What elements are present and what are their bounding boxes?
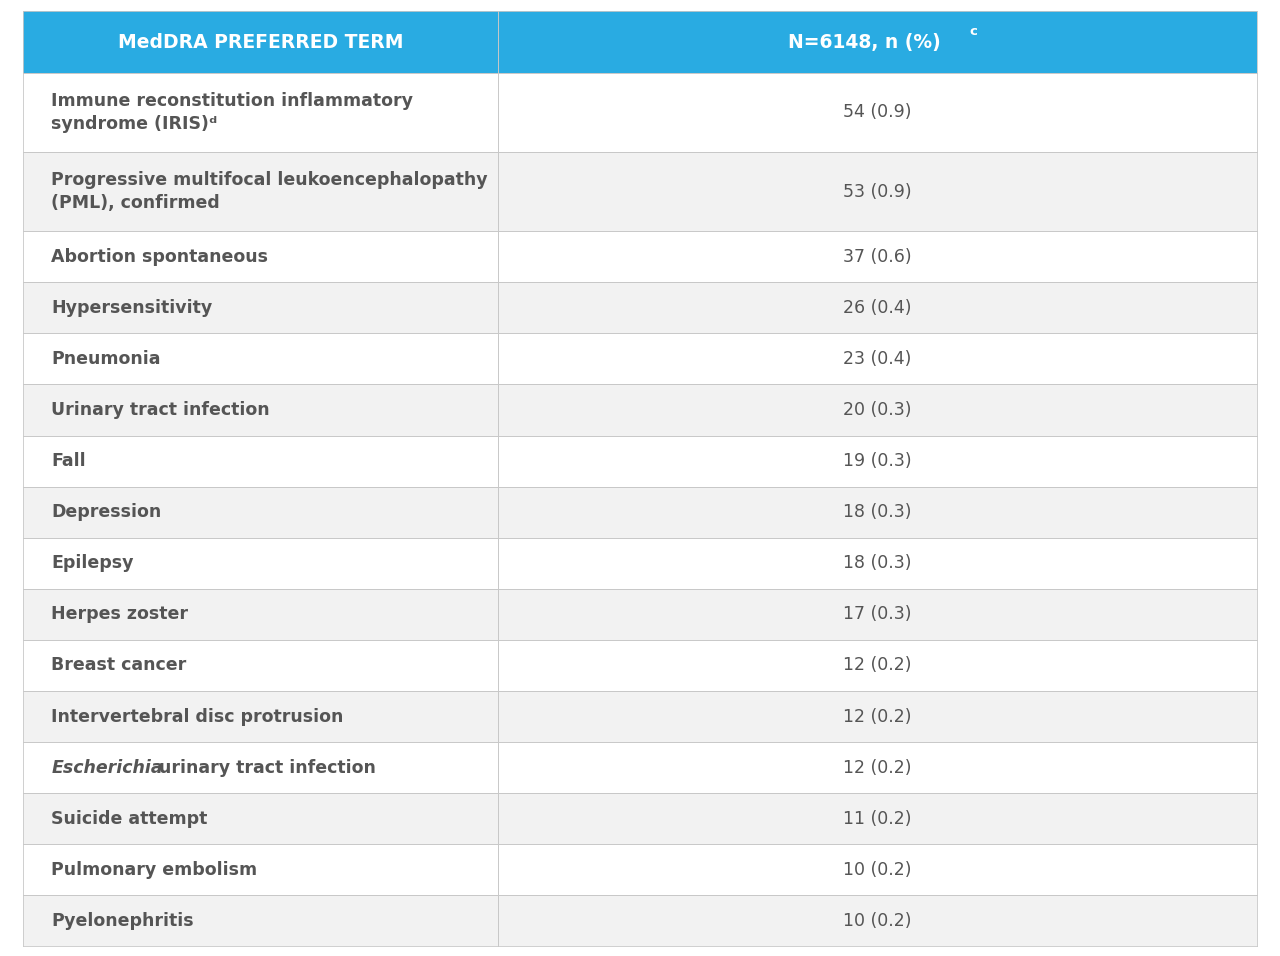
Bar xyxy=(498,231,1257,282)
Text: 10 (0.2): 10 (0.2) xyxy=(844,860,911,879)
Text: MedDRA PREFERRED TERM: MedDRA PREFERRED TERM xyxy=(118,33,403,52)
Text: 18 (0.3): 18 (0.3) xyxy=(844,554,911,573)
Bar xyxy=(23,844,498,896)
Bar xyxy=(498,282,1257,334)
Bar xyxy=(498,589,1257,640)
Text: Pyelonephritis: Pyelonephritis xyxy=(51,912,193,930)
Text: Hypersensitivity: Hypersensitivity xyxy=(51,299,212,316)
Bar xyxy=(23,436,498,487)
Bar xyxy=(23,487,498,537)
Text: 23 (0.4): 23 (0.4) xyxy=(844,350,911,368)
Text: Suicide attempt: Suicide attempt xyxy=(51,810,207,828)
Bar xyxy=(498,436,1257,487)
Bar xyxy=(498,73,1257,152)
Bar xyxy=(23,896,498,946)
Text: Progressive multifocal leukoencephalopathy
(PML), confirmed: Progressive multifocal leukoencephalopat… xyxy=(51,171,488,212)
Text: N=6148, n (%): N=6148, n (%) xyxy=(788,33,941,52)
Text: 54 (0.9): 54 (0.9) xyxy=(844,103,911,121)
Bar xyxy=(498,11,1257,73)
Bar xyxy=(498,334,1257,384)
Text: 12 (0.2): 12 (0.2) xyxy=(844,657,911,674)
Text: Urinary tract infection: Urinary tract infection xyxy=(51,401,270,419)
Bar xyxy=(498,896,1257,946)
Text: 26 (0.4): 26 (0.4) xyxy=(844,299,911,316)
Bar xyxy=(23,282,498,334)
Bar xyxy=(23,640,498,691)
Text: Depression: Depression xyxy=(51,503,161,521)
Text: Intervertebral disc protrusion: Intervertebral disc protrusion xyxy=(51,707,343,726)
Text: 37 (0.6): 37 (0.6) xyxy=(844,248,911,266)
Bar xyxy=(498,384,1257,436)
Bar xyxy=(23,152,498,231)
Text: 10 (0.2): 10 (0.2) xyxy=(844,912,911,930)
Bar xyxy=(23,231,498,282)
Bar xyxy=(498,844,1257,896)
Text: 12 (0.2): 12 (0.2) xyxy=(844,759,911,776)
Text: Pneumonia: Pneumonia xyxy=(51,350,161,368)
Text: 19 (0.3): 19 (0.3) xyxy=(844,452,911,470)
Bar xyxy=(23,73,498,152)
Text: 17 (0.3): 17 (0.3) xyxy=(844,605,911,623)
Text: Fall: Fall xyxy=(51,452,86,470)
Bar xyxy=(23,537,498,589)
Bar xyxy=(23,691,498,742)
Text: urinary tract infection: urinary tract infection xyxy=(152,759,375,776)
Text: 20 (0.3): 20 (0.3) xyxy=(844,401,911,419)
Bar xyxy=(498,793,1257,844)
Text: Abortion spontaneous: Abortion spontaneous xyxy=(51,248,269,266)
Text: Pulmonary embolism: Pulmonary embolism xyxy=(51,860,257,879)
Text: 53 (0.9): 53 (0.9) xyxy=(844,183,911,201)
Bar xyxy=(23,589,498,640)
Text: c: c xyxy=(970,25,978,37)
Text: 12 (0.2): 12 (0.2) xyxy=(844,707,911,726)
Text: 11 (0.2): 11 (0.2) xyxy=(844,810,911,828)
Bar xyxy=(498,487,1257,537)
Bar xyxy=(498,152,1257,231)
Text: Breast cancer: Breast cancer xyxy=(51,657,187,674)
Bar xyxy=(23,334,498,384)
Text: Epilepsy: Epilepsy xyxy=(51,554,133,573)
Bar xyxy=(498,537,1257,589)
Bar xyxy=(498,742,1257,793)
Text: Escherichia: Escherichia xyxy=(51,759,163,776)
Bar xyxy=(498,640,1257,691)
Bar xyxy=(23,742,498,793)
Bar xyxy=(23,384,498,436)
Bar xyxy=(23,793,498,844)
Text: Herpes zoster: Herpes zoster xyxy=(51,605,188,623)
Text: 18 (0.3): 18 (0.3) xyxy=(844,503,911,521)
Bar xyxy=(23,11,498,73)
Text: Immune reconstitution inflammatory
syndrome (IRIS)ᵈ: Immune reconstitution inflammatory syndr… xyxy=(51,92,413,133)
Bar xyxy=(498,691,1257,742)
